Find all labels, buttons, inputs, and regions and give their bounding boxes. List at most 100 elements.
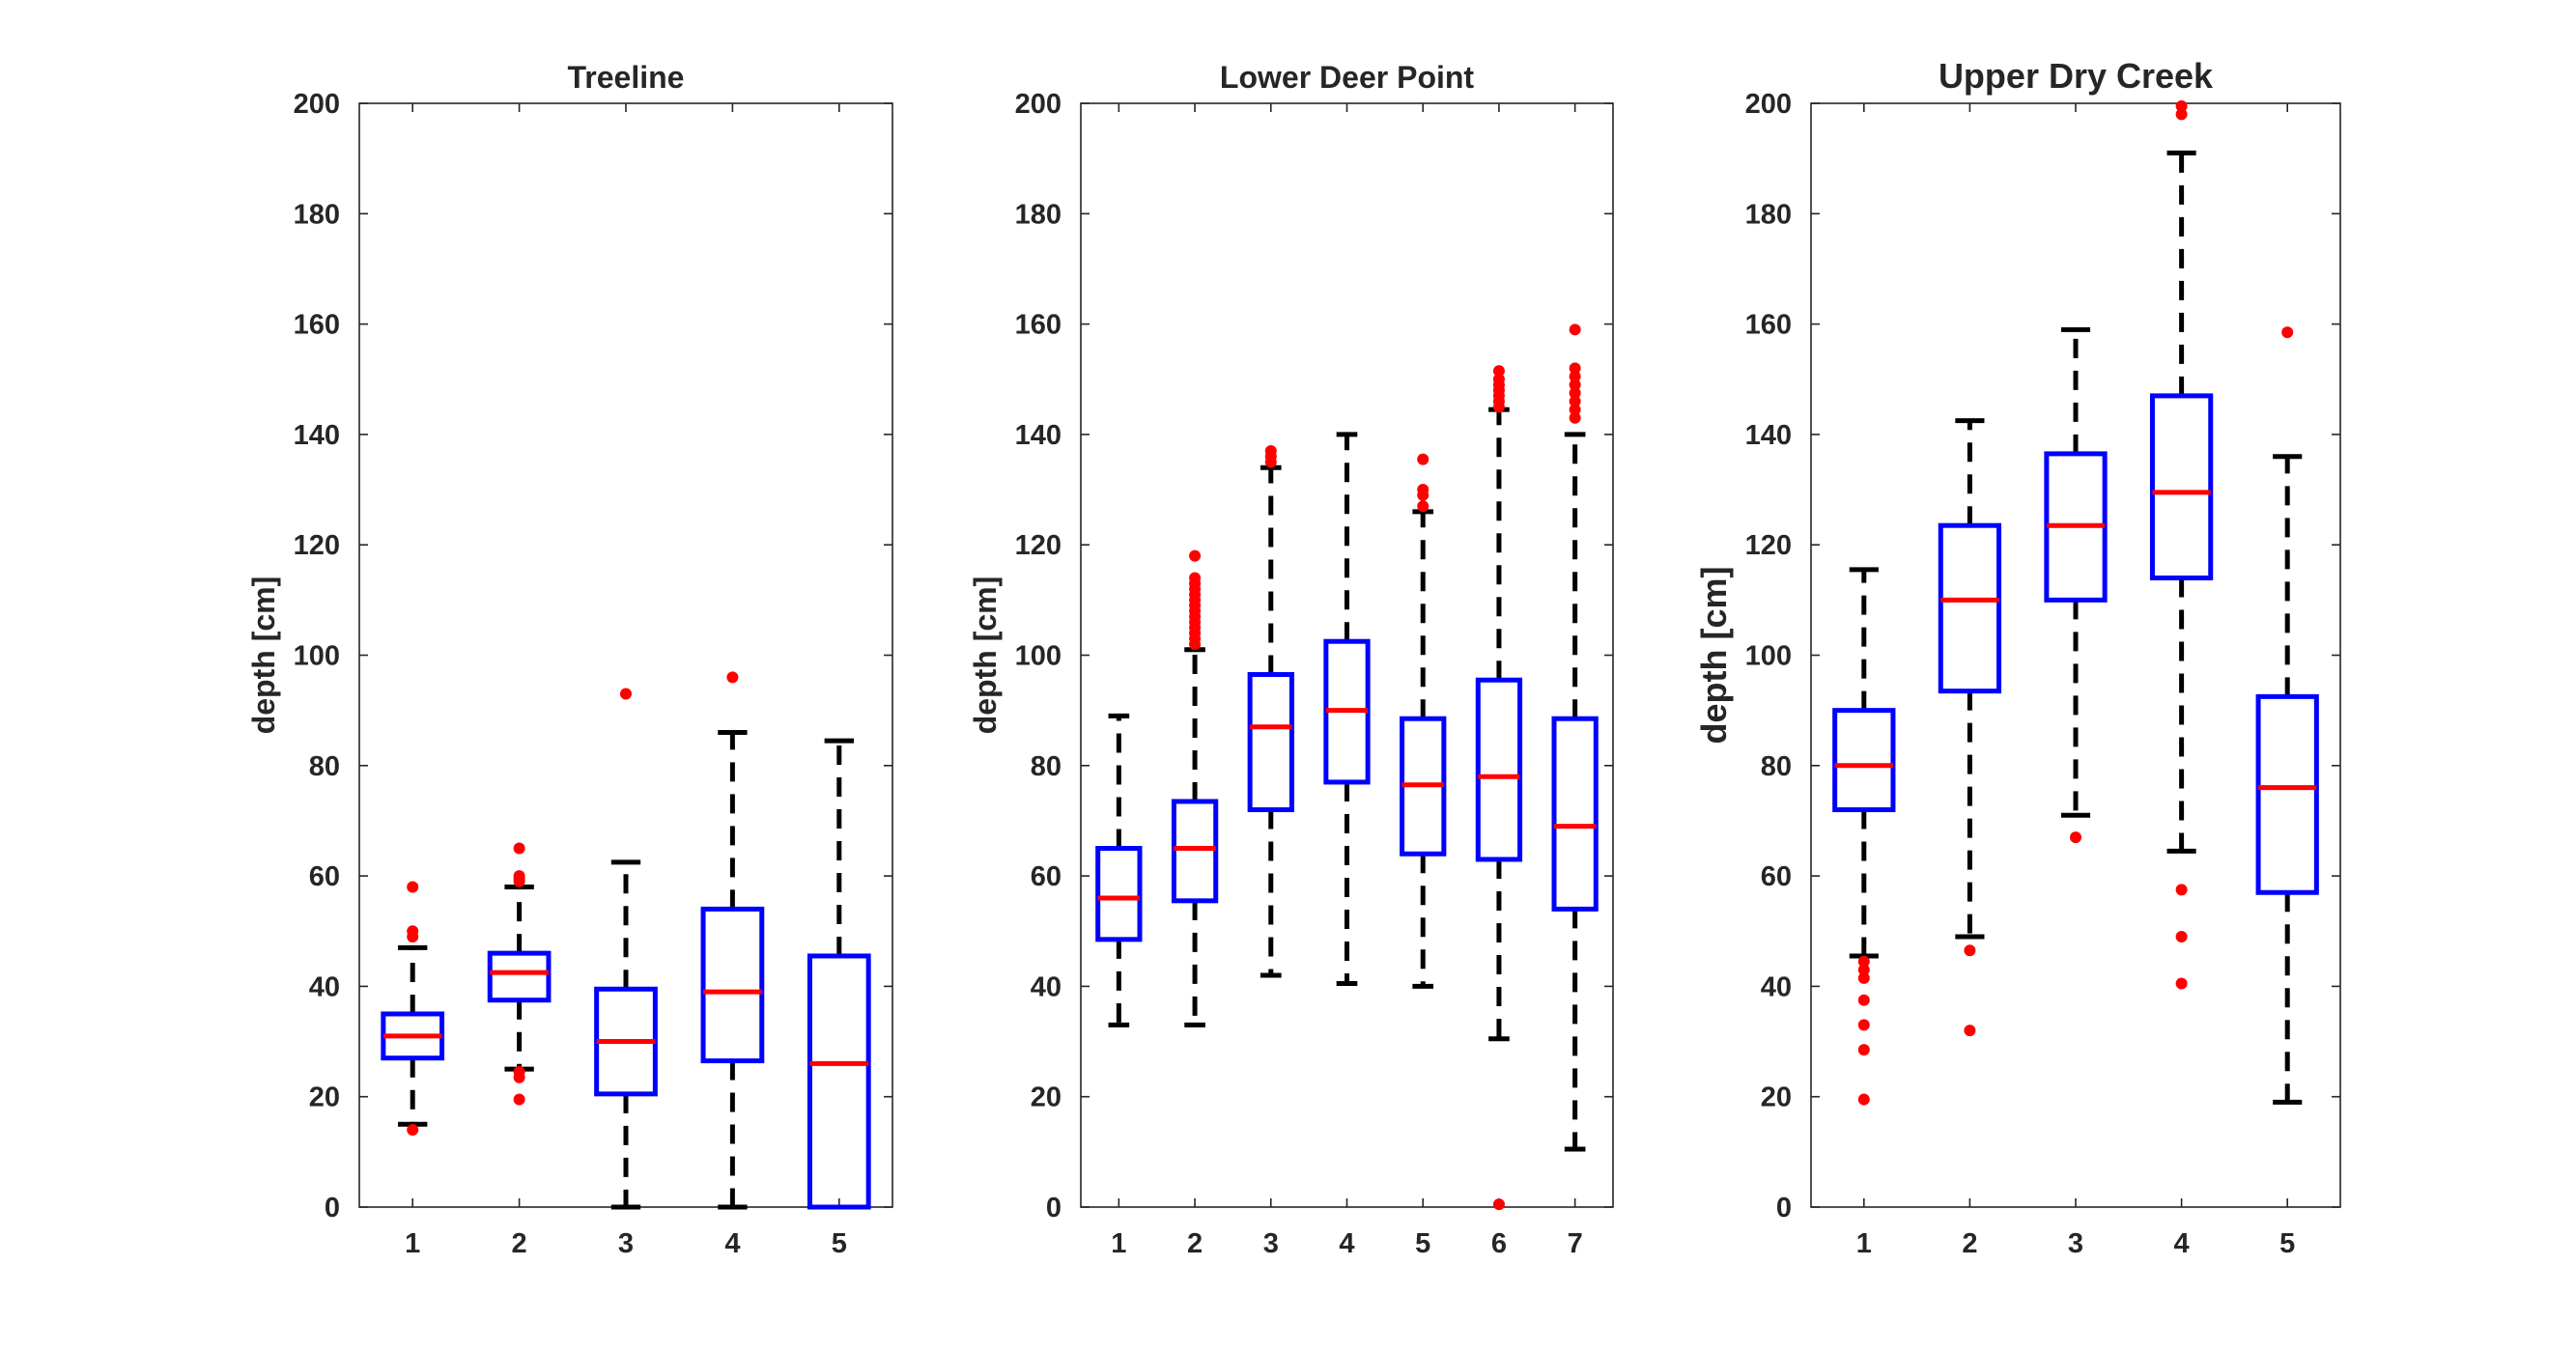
axes-frame (1810, 102, 2341, 1208)
outlier-point (1492, 365, 1505, 378)
y-tick-label: 0 (325, 1193, 340, 1223)
outlier-point (2175, 99, 2188, 112)
x-tick-label: 3 (1263, 1228, 1279, 1259)
x-tick-label: 2 (1187, 1228, 1203, 1259)
outlier-point (407, 881, 419, 893)
chart-title: Lower Deer Point (1220, 60, 1475, 95)
panel-upper-dry-creek: 0 20 40 60 80 100 120 140 160 180 200 1 2 3 4 5 Upper Dr… (1694, 56, 2341, 1259)
iqr-box (487, 950, 552, 1003)
iqr-box (807, 953, 871, 1210)
iqr-box (700, 906, 765, 1064)
x-tick-label: 3 (618, 1228, 634, 1259)
y-tick-label: 180 (294, 199, 340, 230)
y-tick-label: 40 (309, 971, 340, 1002)
y-tick-label: 100 (1745, 641, 1792, 672)
outlier-point (1569, 404, 1581, 416)
y-axis-label: depth [cm] (246, 577, 281, 735)
panel-lower-deer-point: 0 20 40 60 80 100 120 140 160 180 200 1 2 3 4 5 6 7 Lower … (968, 60, 1614, 1259)
iqr-box (1095, 846, 1143, 942)
y-tick-label: 200 (1745, 89, 1792, 120)
outlier-point (726, 671, 739, 684)
outlier-point (1569, 387, 1581, 400)
outlier-point (1569, 411, 1581, 424)
iqr-box (1171, 799, 1219, 904)
x-tick-label: 5 (1415, 1228, 1430, 1259)
outlier-point (2175, 930, 2188, 942)
iqr-box (1475, 677, 1523, 862)
outlier-point (1857, 964, 1870, 976)
y-tick-label: 20 (309, 1083, 340, 1113)
box-4 (1323, 432, 1371, 987)
outlier-point (2281, 326, 2294, 339)
outlier-point (1569, 379, 1581, 391)
y-tick-label: 200 (294, 89, 340, 120)
x-tick-label: 4 (724, 1228, 740, 1259)
chart-title: Upper Dry Creek (1939, 56, 2214, 96)
iqr-box (1551, 716, 1599, 912)
y-tick-label: 80 (1761, 751, 1792, 782)
outlier-point (513, 842, 525, 855)
y-tick-label: 0 (1776, 1193, 1792, 1223)
box-1 (381, 881, 445, 1136)
y-tick-label: 120 (1745, 530, 1792, 561)
outlier-point (2175, 884, 2188, 896)
x-tick-label: 1 (1111, 1228, 1126, 1259)
iqr-box (1938, 522, 2002, 694)
x-tick-label: 4 (2174, 1228, 2190, 1259)
box-4 (700, 671, 765, 1210)
y-tick-label: 60 (1031, 861, 1062, 892)
box-3 (1247, 445, 1294, 978)
outlier-point (1569, 323, 1581, 336)
outlier-point (1492, 1198, 1505, 1211)
box-5 (807, 738, 871, 1210)
chart-title: Treeline (568, 60, 685, 95)
outlier-point (1417, 453, 1430, 465)
box-1 (1095, 713, 1143, 1027)
outlier-point (1857, 971, 1870, 984)
iqr-box (1832, 708, 1896, 813)
y-axis-label: depth [cm] (968, 577, 1003, 735)
box-5 (2255, 326, 2319, 1105)
box-2 (487, 842, 552, 1106)
outlier-point (513, 1093, 525, 1106)
y-tick-label: 180 (1745, 199, 1792, 230)
y-tick-label: 120 (1015, 530, 1062, 561)
box-5 (1400, 453, 1447, 989)
box-2 (1938, 418, 2002, 1037)
y-tick-label: 120 (294, 530, 340, 561)
y-tick-label: 160 (1015, 310, 1062, 341)
outlier-point (1189, 572, 1202, 584)
box-1 (1832, 567, 1896, 1106)
outlier-point (1492, 373, 1505, 385)
box-4 (2149, 99, 2214, 990)
x-tick-label: 2 (1962, 1228, 1977, 1259)
axes-frame (1080, 102, 1614, 1208)
outlier-point (1189, 549, 1202, 562)
panel-treeline: 0 20 40 60 80 100 120 140 160 180 200 1 2 3 4 5 Treeline… (246, 60, 893, 1259)
outlier-point (1569, 370, 1581, 382)
outlier-point (2175, 108, 2188, 121)
outlier-point (513, 1065, 525, 1078)
x-tick-label: 3 (2068, 1228, 2083, 1259)
outlier-point (1964, 944, 1976, 957)
y-tick-label: 140 (1015, 420, 1062, 451)
box-3 (2044, 326, 2108, 844)
outlier-point (1857, 955, 1870, 968)
y-tick-label: 60 (1761, 861, 1792, 892)
outlier-point (1857, 1093, 1870, 1106)
box-6 (1475, 365, 1523, 1211)
y-tick-label: 40 (1031, 971, 1062, 1002)
y-tick-label: 80 (1031, 751, 1062, 782)
x-tick-label: 1 (1856, 1228, 1872, 1259)
outlier-point (1857, 994, 1870, 1006)
outlier-point (1964, 1025, 1976, 1037)
y-axis-label: depth [cm] (1694, 567, 1734, 745)
outlier-point (407, 1123, 419, 1136)
y-tick-label: 160 (294, 310, 340, 341)
iqr-box (2255, 693, 2319, 895)
y-tick-label: 140 (1745, 420, 1792, 451)
x-tick-label: 1 (405, 1228, 420, 1259)
x-tick-label: 7 (1568, 1228, 1583, 1259)
iqr-box (2149, 393, 2214, 580)
box-2 (1171, 549, 1219, 1027)
